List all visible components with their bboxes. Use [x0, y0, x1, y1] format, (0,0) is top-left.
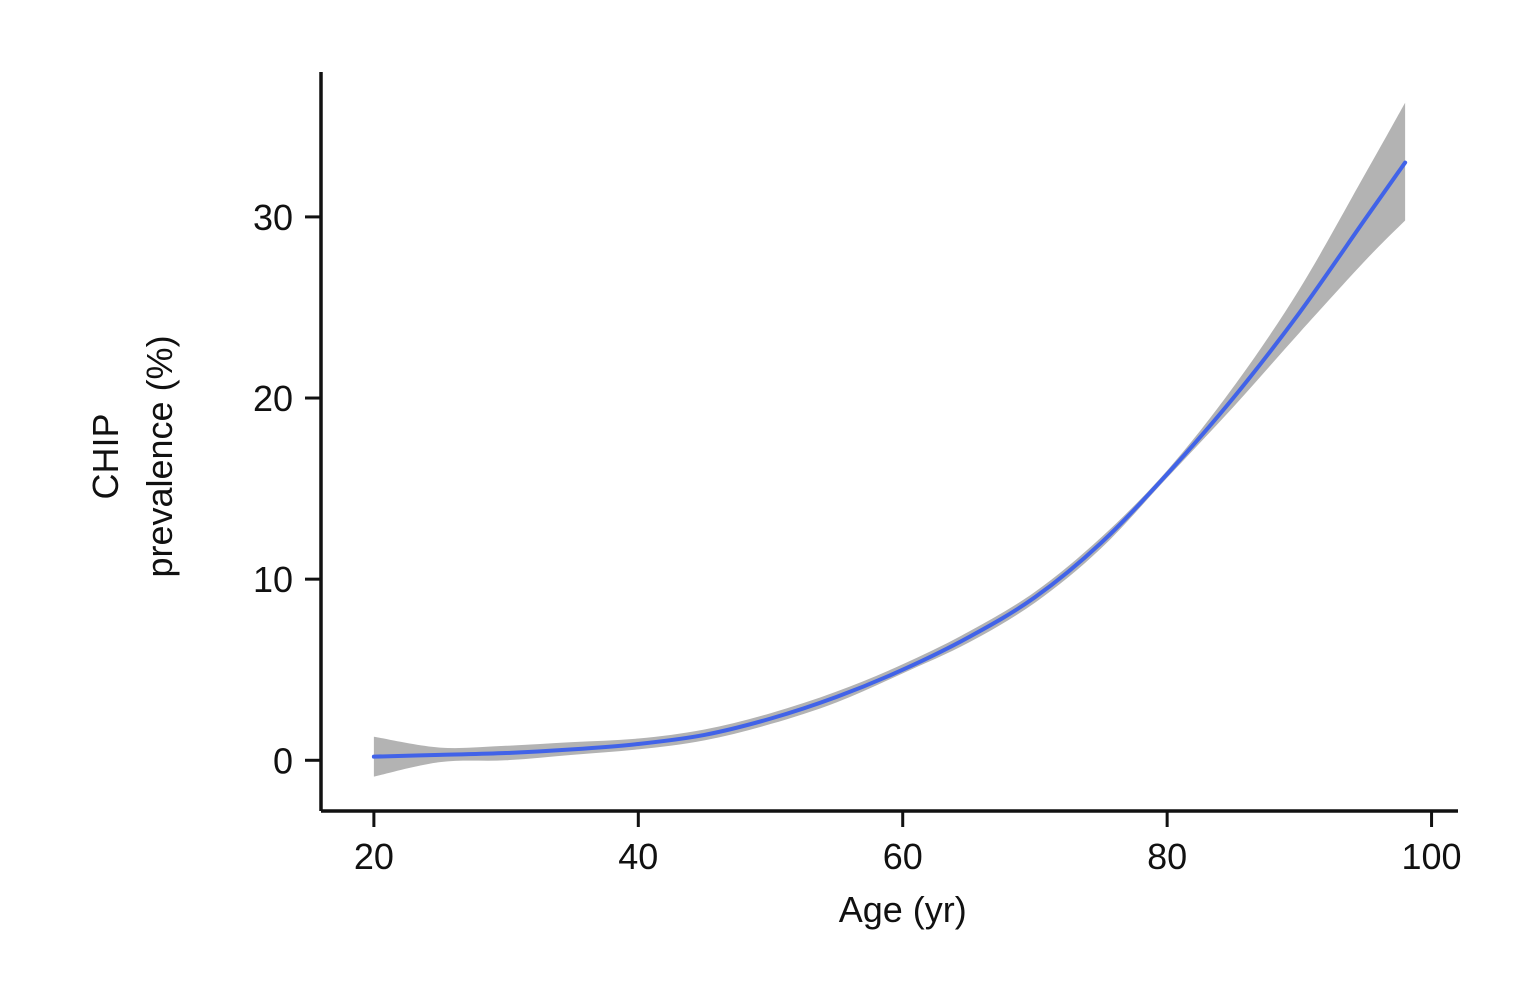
x-tick-label: 40 [618, 836, 658, 877]
fit-line [371, 160, 1408, 759]
x-tick-label: 80 [1147, 836, 1187, 877]
axes [319, 72, 1458, 813]
y-tick-label: 30 [253, 197, 293, 238]
fit-line-layer [371, 160, 1408, 759]
y-axis-title-line-2: prevalence (%) [139, 335, 180, 577]
x-tick-label: 60 [883, 836, 923, 877]
x-tick-label: 20 [354, 836, 394, 877]
y-tick-label: 0 [273, 740, 293, 781]
x-tick-label: 100 [1402, 836, 1462, 877]
tick-layer: 20 40 60 80 100 0 10 20 30 [253, 197, 1462, 877]
y-axis-title-line-1: CHIP [85, 413, 126, 499]
y-tick-label: 10 [253, 559, 293, 600]
y-tick-label: 20 [253, 378, 293, 419]
x-axis-title: Age (yr) [839, 889, 967, 930]
